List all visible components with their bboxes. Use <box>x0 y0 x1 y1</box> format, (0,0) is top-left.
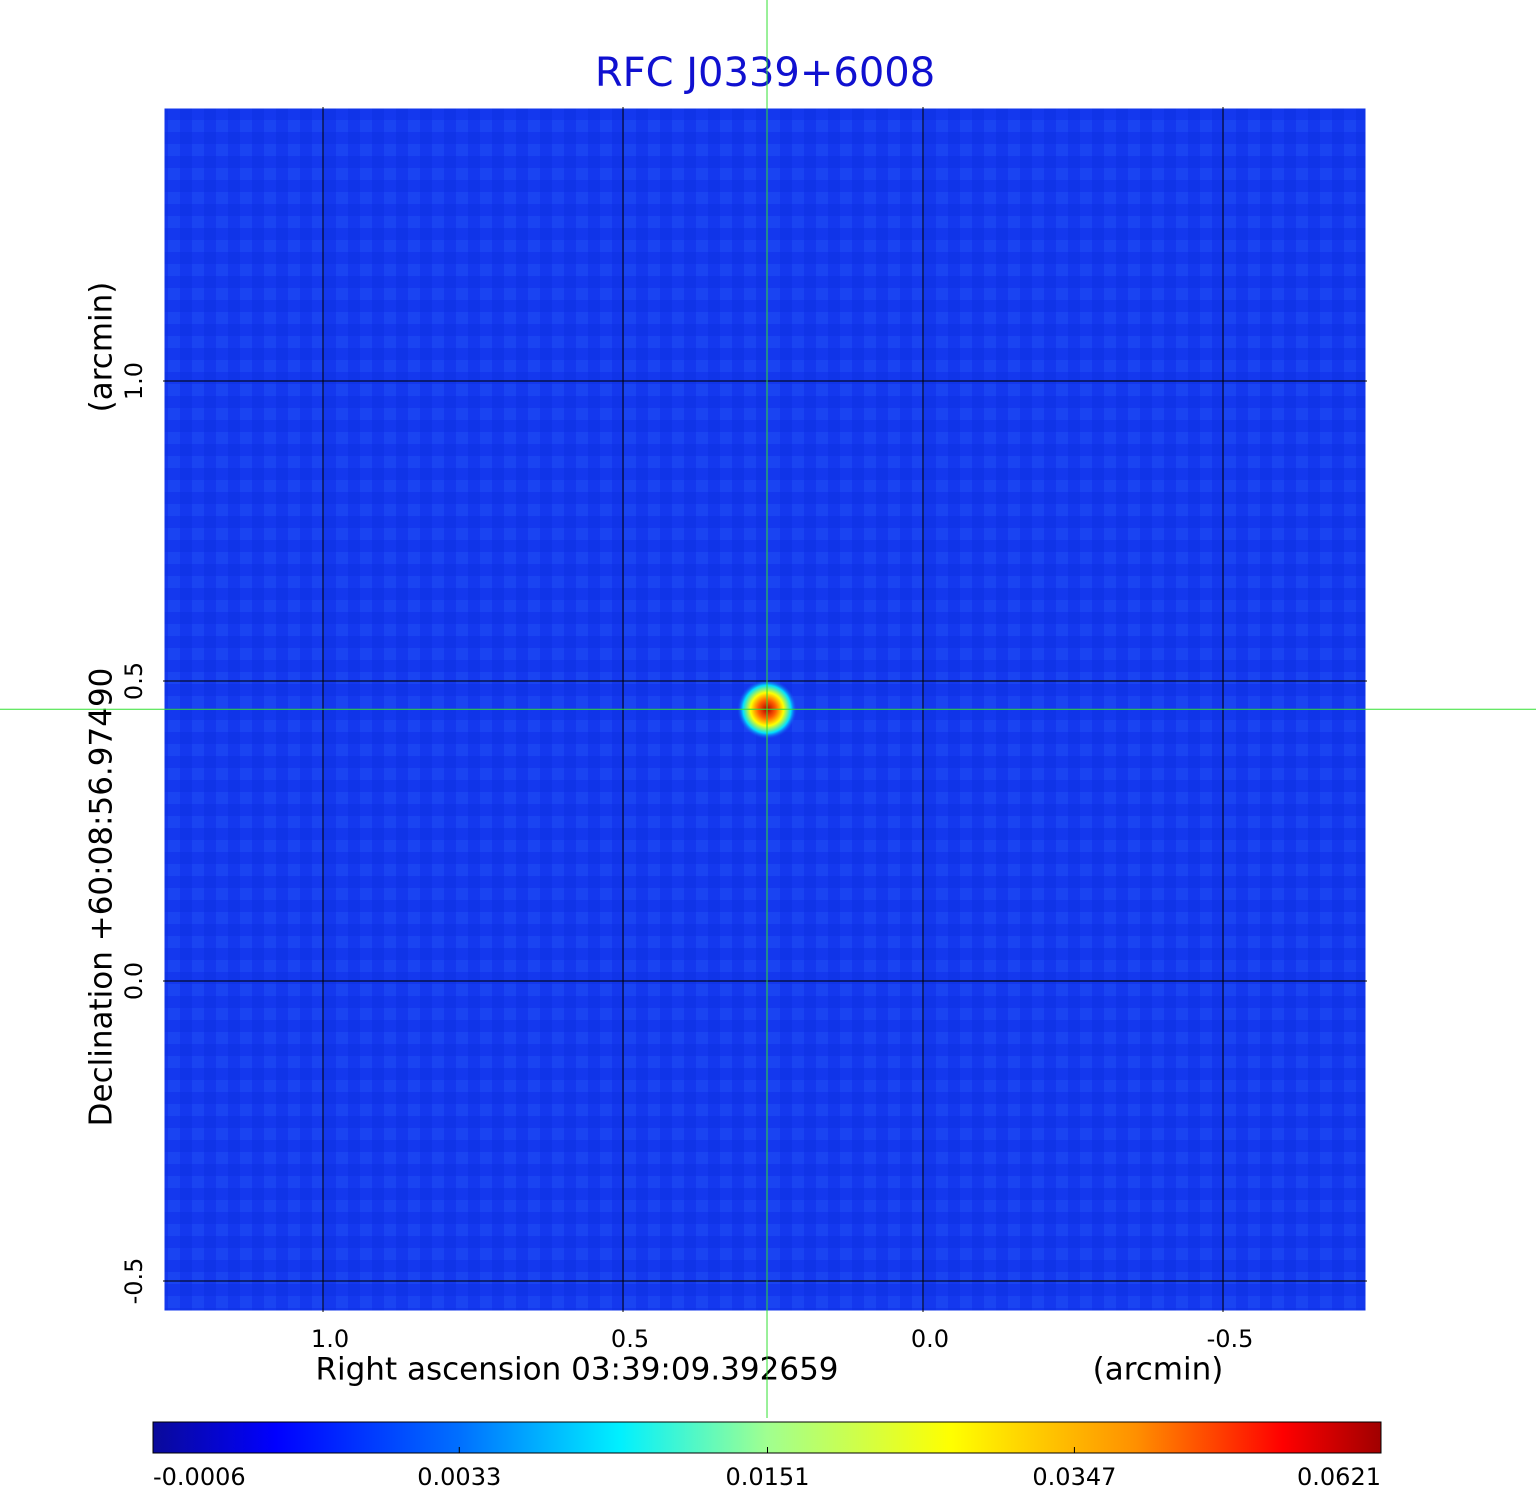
colorbar-tick-label: 0.0033 <box>417 1463 501 1491</box>
colorbar-tick-label: 0.0347 <box>1032 1463 1116 1491</box>
x-tick-label: 1.0 <box>311 1325 349 1353</box>
chart-title: RFC J0339+6008 <box>595 50 935 96</box>
y-axis-unit: (arcmin) <box>84 282 120 413</box>
colorbar-tick-label: 0.0621 <box>1297 1463 1381 1491</box>
y-tick-label: -0.5 <box>120 1258 148 1305</box>
x-axis-label: Right ascension 03:39:09.392659 <box>315 1352 838 1388</box>
y-axis-label: Declination +60:08:56.97490 <box>84 668 120 1127</box>
x-tick-label: 0.0 <box>911 1325 949 1353</box>
colorbar-tick-label: 0.0151 <box>725 1463 809 1491</box>
x-axis-unit: (arcmin) <box>1093 1352 1224 1388</box>
y-tick-label: 1.0 <box>120 362 148 400</box>
colorbar-tick-label: -0.0006 <box>153 1463 246 1491</box>
x-tick-label: -0.5 <box>1207 1325 1254 1353</box>
y-tick-label: 0.5 <box>120 662 148 700</box>
y-tick-label: 0.0 <box>120 962 148 1000</box>
x-tick-label: 0.5 <box>611 1325 649 1353</box>
